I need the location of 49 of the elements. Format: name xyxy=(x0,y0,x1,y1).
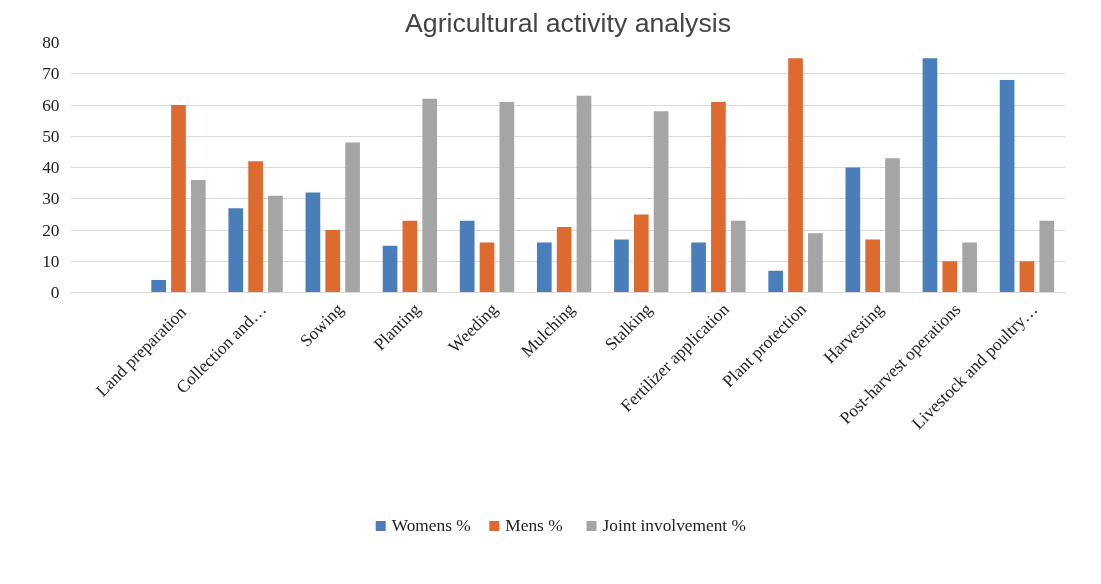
bar xyxy=(345,142,360,293)
bar xyxy=(151,280,166,293)
bar xyxy=(730,220,746,293)
bar xyxy=(865,239,881,293)
bar xyxy=(190,180,206,293)
bar xyxy=(711,101,726,293)
y-tick-label: 10 xyxy=(42,251,60,271)
bar xyxy=(248,161,263,293)
bar xyxy=(499,101,515,293)
bar xyxy=(422,98,438,293)
bar xyxy=(962,242,977,293)
bar xyxy=(402,220,418,293)
bar xyxy=(768,270,784,293)
bar xyxy=(228,208,244,293)
bar xyxy=(1039,220,1055,293)
bar xyxy=(788,58,803,293)
bar xyxy=(633,214,649,293)
bar xyxy=(999,80,1015,293)
bar xyxy=(942,261,958,293)
bar xyxy=(691,242,706,293)
y-tick-label: 50 xyxy=(42,126,60,146)
chart-title: Agricultural activity analysis xyxy=(405,7,731,38)
bar xyxy=(614,239,629,293)
y-tick-label: 40 xyxy=(42,158,60,177)
bar xyxy=(653,111,669,293)
bar xyxy=(556,226,572,293)
bar xyxy=(576,95,592,293)
bar xyxy=(845,167,861,293)
bar xyxy=(325,230,341,293)
bar xyxy=(536,242,552,293)
y-tick-label: 60 xyxy=(42,95,60,115)
bar xyxy=(479,242,495,293)
bar xyxy=(922,58,938,293)
legend-label: Joint involvement % xyxy=(602,516,746,536)
bar xyxy=(171,105,186,293)
bar xyxy=(1019,261,1035,293)
y-tick-label: 30 xyxy=(42,189,60,209)
y-tick-label: 70 xyxy=(42,64,60,84)
y-tick-label: 20 xyxy=(42,220,60,240)
bar xyxy=(382,245,398,293)
bar xyxy=(808,233,823,293)
bar xyxy=(459,220,475,293)
bar xyxy=(305,192,321,293)
legend-label: Womens % xyxy=(391,516,471,536)
y-tick-label: 80 xyxy=(42,33,60,52)
y-tick-label: 0 xyxy=(50,283,60,302)
legend-label: Mens % xyxy=(505,516,563,536)
bar xyxy=(268,195,283,293)
bar xyxy=(885,158,900,293)
